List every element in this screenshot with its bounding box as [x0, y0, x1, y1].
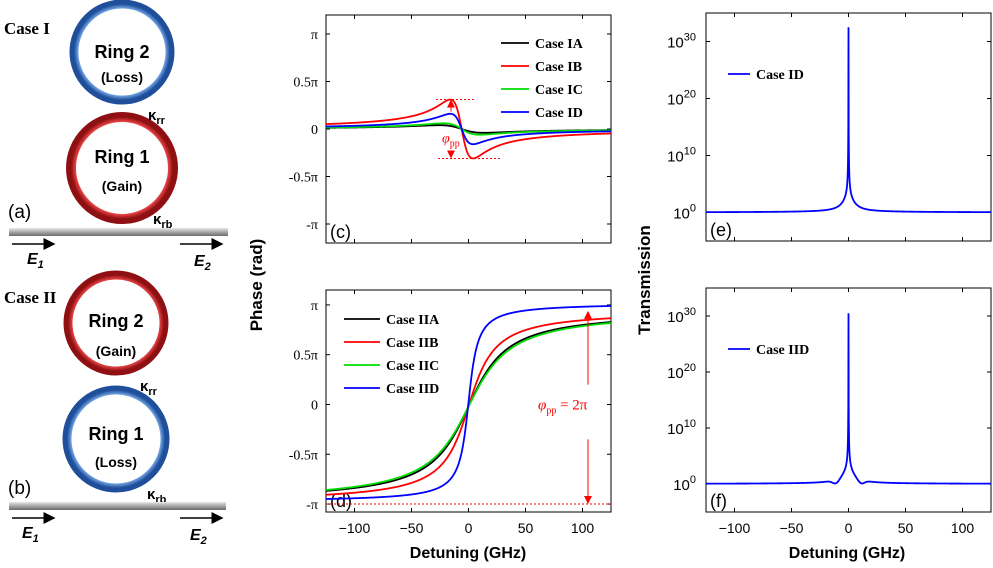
waveguide-case-1	[9, 228, 228, 236]
chart-f: −100 −50 0 50 100 100 1010 1020 1030 (f) Case IID	[667, 287, 992, 536]
x-axis-label-phase: Detuning (GHz)	[410, 545, 526, 562]
chart-d: −100 −50 0 50 100 -π -0.5π 0 0.5π π (d) φpp = 2π Cas…	[289, 289, 612, 536]
ring-2-case-1-shape	[69, 0, 175, 105]
chart-c-series-1	[325, 98, 612, 160]
chart-c-ytick-label-1: -0.5π	[289, 171, 318, 186]
ring-2-case-1: Ring 2 (Loss)	[69, 0, 175, 105]
coupling-rr-case-1: κrr	[148, 107, 166, 127]
ring-1-case-1: Ring 1 (Gain)	[66, 112, 178, 224]
chart-f-ytick-label-0: 100	[673, 474, 696, 494]
waveguide-case-2	[9, 502, 226, 510]
chart-f-legend-label-0: Case IID	[756, 343, 809, 358]
chart-d-xtick-label-1: −50	[400, 520, 424, 536]
chart-c-ytick-label-0: -π	[306, 218, 318, 233]
ring-2-case-2-shape	[63, 270, 169, 376]
chart-c-ytick-label-4: π	[311, 28, 318, 43]
chart-c-legend-label-2: Case IC	[535, 83, 583, 98]
chart-d-panel-label: (d)	[330, 491, 352, 511]
ring-1-case-2-type: (Loss)	[95, 454, 137, 470]
chart-c-annotation-label: φpp	[442, 131, 460, 149]
chart-f-ytick-label-3: 1030	[667, 306, 696, 326]
chart-c-legend-label-1: Case IB	[535, 60, 582, 75]
panel-label-b: (b)	[8, 478, 31, 499]
chart-d-ytick-label-0: -π	[306, 498, 318, 513]
x-axis-label-transmission: Detuning (GHz)	[789, 545, 905, 562]
chart-e-panel-label: (e)	[710, 220, 732, 240]
e2-label-case-2: E2	[190, 527, 207, 547]
chart-d-xtick-label-2: 0	[465, 520, 473, 536]
ring-1-case-2-name: Ring 1	[88, 424, 143, 444]
chart-e-ytick-label-0: 100	[673, 203, 696, 223]
chart-c-ytick-label-2: 0	[311, 123, 318, 138]
chart-d-ytick-label-2: 0	[311, 398, 318, 413]
chart-d-xtick-label-0: −100	[339, 520, 371, 536]
ring-2-case-2: Ring 2 (Gain)	[63, 270, 169, 376]
ring-2-case-1-name: Ring 2	[94, 42, 149, 62]
ring-2-case-2-type: (Gain)	[96, 343, 136, 359]
panel-label-a: (a)	[8, 202, 31, 223]
chart-d-ytick-label-3: 0.5π	[293, 349, 318, 364]
chart-f-series-0	[706, 313, 991, 485]
chart-d-legend-label-2: Case IIC	[386, 359, 439, 374]
chart-c-series-2	[326, 122, 612, 136]
chart-e-legend-label-0: Case ID	[756, 68, 804, 83]
chart-d-legend-label-1: Case IIB	[386, 336, 439, 351]
ring-1-case-2: Ring 1 (Loss)	[62, 385, 170, 493]
e2-label-case-1: E2	[194, 253, 211, 273]
chart-f-xtick-label-0: −100	[719, 520, 751, 536]
chart-e-ytick-label-1: 1010	[667, 146, 696, 166]
chart-d-series-3	[325, 305, 612, 500]
chart-e-ytick-label-2: 1020	[667, 89, 696, 109]
ring-2-case-1-type: (Loss)	[101, 69, 143, 85]
chart-c-legend-label-3: Case ID	[535, 106, 583, 121]
chart-d-legend-label-0: Case IIA	[386, 313, 440, 328]
chart-c-ytick-label-3: 0.5π	[293, 76, 318, 91]
chart-c-legend-label-0: Case IA	[535, 37, 584, 52]
coupling-rb-case-1: κrb	[153, 211, 173, 231]
chart-d-ytick-label-4: π	[311, 299, 318, 314]
ring-1-case-1-type: (Gain)	[102, 178, 142, 194]
phase-y-axis-label: Phase (rad)	[247, 239, 266, 332]
ring-1-case-1-name: Ring 1	[94, 147, 149, 167]
case-1-title: Case I	[4, 19, 50, 38]
chart-f-xtick-label-3: 50	[898, 520, 914, 536]
chart-c-series-3	[325, 112, 612, 146]
chart-e-ytick-label-3: 1030	[667, 32, 696, 52]
chart-f-ytick-label-1: 1010	[667, 418, 696, 438]
ring-1-case-1-shape	[66, 112, 178, 224]
chart-e: 100 1010 1020 1030 (e) Case ID	[667, 12, 992, 242]
chart-d-xtick-label-4: 100	[571, 520, 595, 536]
ring-2-case-2-name: Ring 2	[88, 311, 143, 331]
chart-f-xtick-label-4: 100	[951, 520, 975, 536]
e1-label-case-2: E1	[22, 525, 39, 545]
chart-c-panel-label: (c)	[330, 222, 351, 242]
chart-d-annotation-label: φpp = 2π	[538, 397, 588, 416]
chart-f-xtick-label-1: −50	[780, 520, 804, 536]
coupling-rb-case-2: κrb	[147, 486, 167, 506]
transmission-y-axis-label: Transmission	[635, 225, 654, 335]
chart-d-ytick-label-1: -0.5π	[289, 448, 318, 463]
chart-d-xtick-label-3: 50	[518, 520, 534, 536]
chart-d-legend-label-3: Case IID	[386, 382, 439, 397]
chart-e-series-0	[706, 27, 991, 214]
case-2-title: Case II	[4, 288, 57, 307]
diagram-case-2: Case II Ring 2 (Gain) Ring 1 (Loss) κrr …	[4, 270, 226, 547]
chart-f-panel-label: (f)	[710, 491, 727, 511]
chart-f-ytick-label-2: 1020	[667, 362, 696, 382]
ring-1-case-2-shape	[62, 385, 170, 493]
diagram-case-1: Case I Ring 2 (Loss) Ring 1 (Gain) κrr κ…	[4, 0, 228, 273]
chart-c: -π -0.5π 0 0.5π π (c) φpp Case IA Case IB Case IC…	[289, 14, 612, 244]
e1-label-case-1: E1	[27, 251, 44, 271]
chart-f-xtick-label-2: 0	[845, 520, 853, 536]
coupling-rr-case-2: κrr	[140, 378, 158, 398]
